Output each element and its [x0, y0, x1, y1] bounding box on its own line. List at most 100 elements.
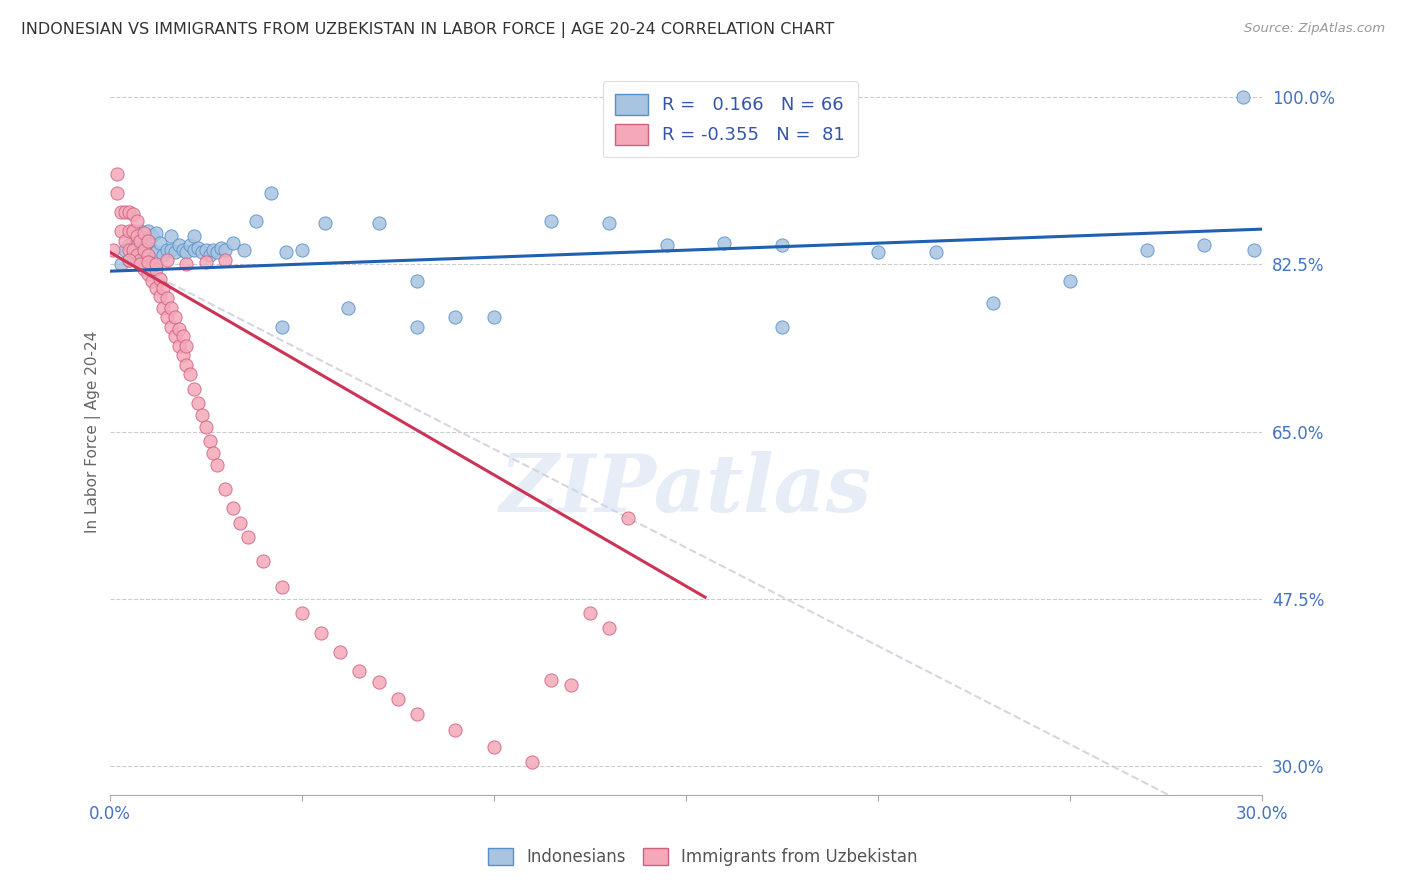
Point: [141, 228, 163, 243]
Legend: R =   0.166   N = 66, R = -0.355   N =  81: R = 0.166 N = 66, R = -0.355 N = 81: [603, 81, 858, 157]
Point: [1136, 243, 1159, 257]
Point: [129, 234, 152, 248]
Point: [655, 238, 678, 252]
Point: [191, 408, 214, 422]
Point: [118, 238, 141, 252]
Text: Source: ZipAtlas.com: Source: ZipAtlas.com: [1244, 22, 1385, 36]
Point: [387, 692, 409, 706]
Point: [205, 458, 228, 473]
Point: [145, 226, 167, 240]
Point: [152, 248, 174, 262]
Point: [134, 243, 156, 257]
Point: [136, 234, 159, 248]
Point: [145, 262, 167, 277]
Point: [183, 243, 205, 257]
Point: [121, 243, 143, 257]
Point: [209, 241, 232, 255]
Point: [156, 291, 179, 305]
Point: [176, 339, 198, 353]
Point: [444, 723, 467, 737]
Point: [202, 243, 225, 257]
Point: [179, 368, 201, 382]
Point: [160, 228, 183, 243]
Point: [125, 214, 148, 228]
Point: [125, 248, 148, 262]
Point: [134, 226, 156, 240]
Point: [145, 281, 167, 295]
Point: [148, 235, 170, 250]
Point: [229, 516, 252, 530]
Point: [110, 224, 132, 238]
Point: [156, 310, 179, 324]
Point: [163, 310, 186, 324]
Point: [770, 238, 793, 252]
Point: [187, 396, 209, 410]
Point: [309, 625, 332, 640]
Point: [148, 272, 170, 286]
Point: [129, 252, 152, 267]
Point: [336, 301, 359, 315]
Point: [205, 245, 228, 260]
Point: [118, 252, 141, 267]
Point: [136, 248, 159, 262]
Point: [194, 420, 217, 434]
Point: [105, 186, 128, 200]
Point: [172, 243, 194, 257]
Point: [252, 554, 274, 568]
Point: [160, 243, 183, 257]
Point: [136, 224, 159, 238]
Point: [114, 234, 136, 248]
Point: [110, 205, 132, 219]
Point: [291, 607, 314, 621]
Point: [179, 238, 201, 252]
Point: [329, 645, 352, 659]
Point: [167, 321, 190, 335]
Point: [183, 228, 205, 243]
Point: [1243, 243, 1265, 257]
Point: [406, 706, 429, 721]
Point: [167, 238, 190, 252]
Point: [482, 740, 505, 755]
Point: [444, 310, 467, 324]
Point: [271, 319, 294, 334]
Point: [578, 607, 600, 621]
Point: [194, 243, 217, 257]
Point: [125, 228, 148, 243]
Point: [118, 205, 141, 219]
Point: [245, 214, 267, 228]
Point: [271, 580, 294, 594]
Point: [114, 205, 136, 219]
Point: [163, 329, 186, 343]
Point: [1059, 274, 1081, 288]
Point: [121, 207, 143, 221]
Point: [214, 252, 236, 267]
Point: [233, 243, 256, 257]
Point: [176, 258, 198, 272]
Point: [540, 214, 562, 228]
Point: [540, 673, 562, 688]
Point: [145, 258, 167, 272]
Point: [617, 511, 640, 525]
Point: [214, 482, 236, 496]
Point: [118, 224, 141, 238]
Point: [291, 243, 314, 257]
Point: [141, 258, 163, 272]
Y-axis label: In Labor Force | Age 20-24: In Labor Force | Age 20-24: [86, 331, 101, 533]
Point: [482, 310, 505, 324]
Point: [221, 235, 243, 250]
Point: [770, 319, 793, 334]
Point: [110, 258, 132, 272]
Point: [160, 301, 183, 315]
Point: [152, 281, 174, 295]
Point: [406, 274, 429, 288]
Point: [134, 262, 156, 277]
Point: [156, 252, 179, 267]
Point: [522, 755, 544, 769]
Point: [172, 348, 194, 362]
Point: [191, 245, 214, 260]
Point: [136, 248, 159, 262]
Point: [187, 241, 209, 255]
Point: [134, 243, 156, 257]
Point: [105, 167, 128, 181]
Point: [866, 245, 889, 260]
